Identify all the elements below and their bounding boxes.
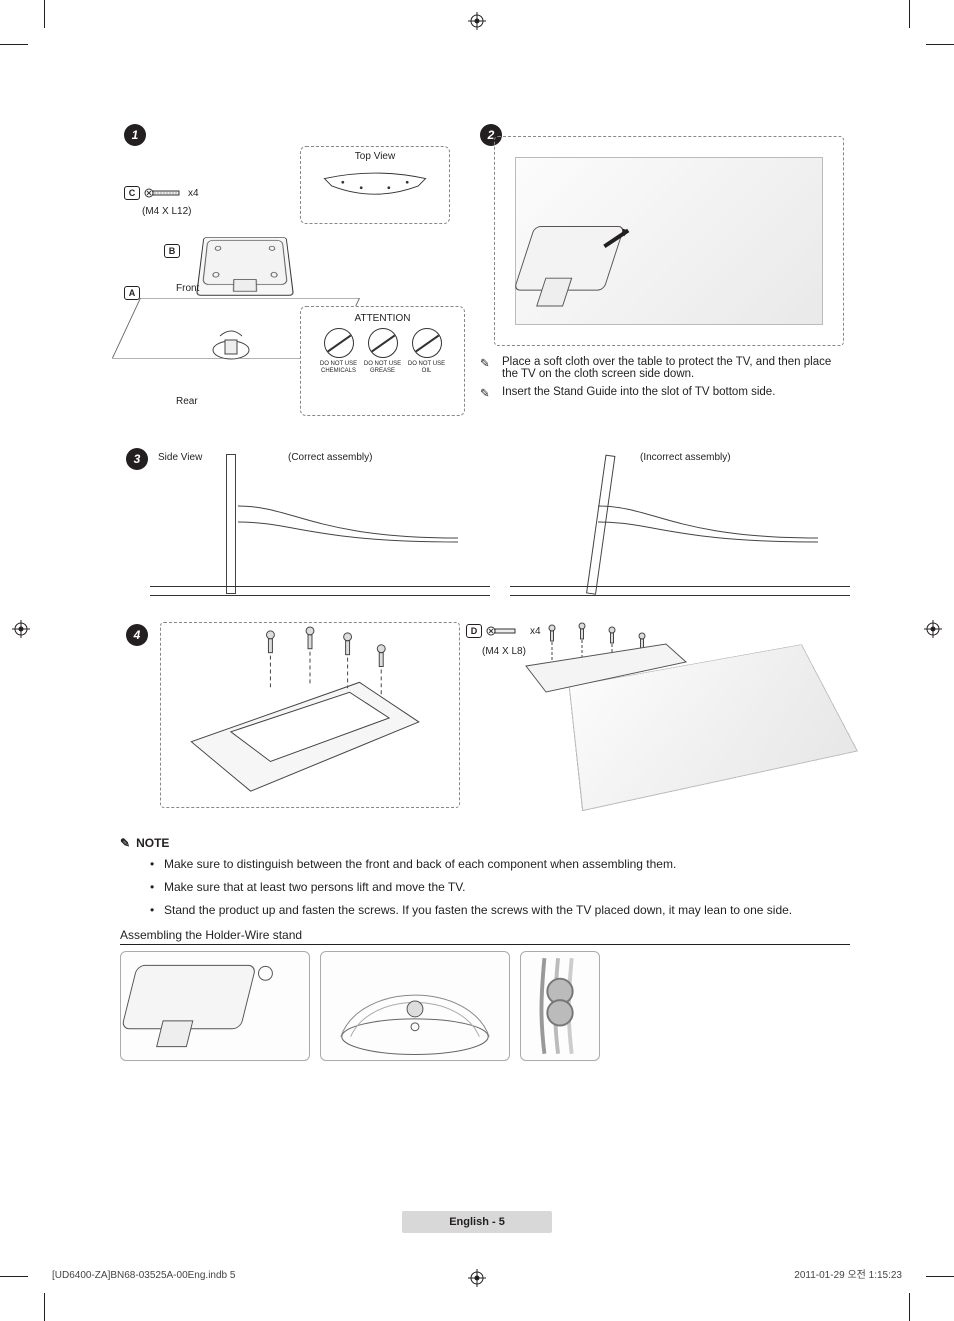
crop-mark [44, 0, 45, 28]
front-label: Front [176, 283, 199, 294]
crop-mark [909, 1293, 910, 1321]
note-icon: ✎ [480, 386, 496, 400]
registration-mark-icon [468, 1269, 486, 1287]
screw-icon [144, 188, 184, 198]
crop-mark [0, 1276, 28, 1277]
holder-figure-3 [520, 951, 600, 1061]
step-4-left-figure [160, 622, 460, 808]
step-2-figure [494, 136, 844, 346]
step-1-badge: 1 [124, 124, 146, 146]
top-view-label: Top View [301, 151, 449, 162]
part-c-badge: C [124, 186, 140, 200]
attention-icon-chemicals: DO NOT USECHEMICALS [320, 328, 358, 374]
part-a-callout: A [124, 284, 140, 300]
footer-right: 2011-01-29 오전 1:15:23 [794, 1266, 902, 1281]
step-3-correct-figure [150, 446, 490, 604]
registration-mark-icon [924, 620, 942, 638]
step-2-notes: ✎ Place a soft cloth over the table to p… [480, 356, 850, 406]
part-c-spec: (M4 X L12) [142, 206, 191, 217]
part-b-callout: B [164, 242, 180, 258]
attn-cap: OIL [422, 368, 432, 374]
step-4-badge: 4 [126, 624, 148, 646]
registration-mark-icon [12, 620, 30, 638]
crop-mark [909, 0, 910, 28]
crop-mark [926, 1276, 954, 1277]
part-c-callout: C x4 [124, 186, 199, 200]
part-a-badge: A [124, 286, 140, 300]
step-3-badge: 3 [126, 448, 148, 470]
step-3-incorrect-figure [510, 446, 850, 604]
swivel-icon [206, 322, 256, 372]
holder-figure-2 [320, 951, 510, 1061]
note-item: Make sure to distinguish between the fro… [150, 856, 850, 873]
step-2-note-1: Place a soft cloth over the table to pro… [502, 356, 850, 380]
step-2-note-2: Insert the Stand Guide into the slot of … [502, 386, 775, 400]
row-steps-1-2: 1 Top View C [120, 122, 850, 422]
attn-cap: GREASE [370, 368, 395, 374]
note-icon: ✎ [120, 836, 130, 850]
row-step-3: 3 Side View (Correct assembly) (Incorrec… [120, 442, 850, 610]
holder-figure-row [120, 951, 850, 1061]
note-item: Stand the product up and fasten the scre… [150, 902, 850, 919]
step-1-figure: Top View C [120, 146, 450, 406]
note-item: Make sure that at least two persons lift… [150, 879, 850, 896]
attention-icon-grease: DO NOT USEGREASE [364, 328, 402, 374]
note-section: ✎ NOTE Make sure to distinguish between … [120, 836, 850, 1061]
step-1: 1 Top View C [120, 122, 460, 422]
crop-mark [44, 1293, 45, 1321]
note-icon: ✎ [480, 356, 496, 380]
holder-figure-1 [120, 951, 310, 1061]
page-number: English - 5 [402, 1211, 552, 1233]
row-step-4: 4 D [120, 618, 850, 818]
holder-heading: Assembling the Holder-Wire stand [120, 928, 850, 945]
attention-icon-oil: DO NOT USEOIL [408, 328, 446, 374]
part-c-qty: x4 [188, 188, 199, 199]
rear-label: Rear [176, 396, 198, 407]
top-view-callout: Top View [300, 146, 450, 224]
footer-left: [UD6400-ZA]BN68-03525A-00Eng.indb 5 [52, 1270, 235, 1281]
attention-box: ATTENTION DO NOT USECHEMICALS DO NOT USE… [300, 306, 465, 416]
step-4-right-figure [466, 622, 846, 808]
content-area: 1 Top View C [120, 122, 850, 1222]
attention-title: ATTENTION [301, 313, 464, 324]
registration-mark-icon [468, 12, 486, 30]
bracket-shape [196, 237, 294, 296]
attn-cap: CHEMICALS [321, 368, 356, 374]
note-heading: NOTE [136, 836, 169, 850]
note-list: Make sure to distinguish between the fro… [150, 856, 850, 918]
part-b-badge: B [164, 244, 180, 258]
crop-mark [926, 44, 954, 45]
crop-mark [0, 44, 28, 45]
attn-cap: DO NOT USE [408, 361, 445, 367]
attn-cap: DO NOT USE [320, 361, 357, 367]
page: 1 Top View C [0, 0, 954, 1321]
step-2: 2 ✎ Place a soft cl [480, 122, 850, 422]
attn-cap: DO NOT USE [364, 361, 401, 367]
